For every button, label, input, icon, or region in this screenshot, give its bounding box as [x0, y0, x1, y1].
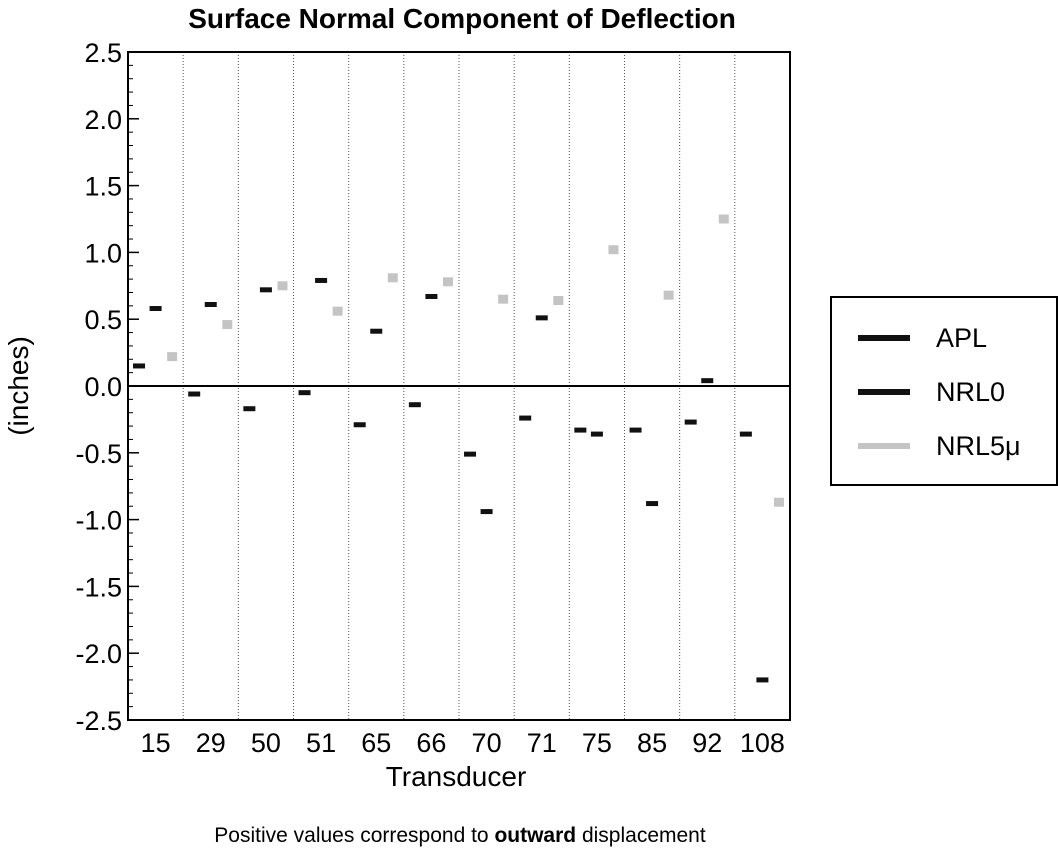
- y-tick-label: 0.0: [84, 372, 122, 402]
- marker-nrl5mu: [277, 281, 288, 291]
- x-tick-label: 70: [472, 728, 502, 758]
- marker-nrl5mu: [663, 290, 674, 300]
- y-tick-label: -1.0: [75, 506, 122, 536]
- marker-nrl5mu: [718, 214, 729, 224]
- x-tick-label: 51: [306, 728, 336, 758]
- x-tick-label: 66: [416, 728, 446, 758]
- marker-nrl0: [590, 431, 603, 437]
- marker-apl: [353, 422, 366, 428]
- x-tick-label: 65: [361, 728, 391, 758]
- footnote-text-bold: outward: [494, 824, 577, 847]
- marker-nrl0: [259, 287, 272, 293]
- marker-apl: [519, 415, 532, 421]
- legend-swatch-nrl0: [858, 389, 910, 395]
- y-axis-label: (inches): [3, 336, 34, 436]
- marker-nrl0: [149, 306, 162, 312]
- x-tick-label: 92: [692, 728, 722, 758]
- marker-apl: [464, 451, 477, 457]
- y-tick-label: -2.5: [75, 706, 122, 736]
- marker-apl: [298, 390, 311, 396]
- legend-label-apl: APL: [936, 322, 988, 353]
- marker-nrl5mu: [608, 245, 619, 255]
- x-tick-label: 75: [582, 728, 612, 758]
- marker-nrl5mu: [442, 277, 453, 287]
- footnote-text-before: Positive values correspond to: [214, 824, 495, 847]
- marker-nrl0: [204, 302, 217, 308]
- x-tick-label: 50: [251, 728, 281, 758]
- y-tick-label: 1.0: [84, 238, 122, 268]
- marker-apl: [684, 419, 697, 425]
- x-tick-label: 15: [141, 728, 171, 758]
- marker-nrl0: [701, 378, 714, 384]
- legend-item-nrl5mu: NRL5μ: [858, 426, 1021, 466]
- legend: APL NRL0 NRL5μ: [830, 296, 1058, 486]
- marker-nrl5mu: [332, 306, 343, 316]
- marker-apl: [188, 391, 201, 397]
- marker-nrl0: [535, 315, 548, 321]
- marker-nrl5mu: [553, 295, 564, 305]
- y-tick-label: 2.0: [84, 105, 122, 135]
- x-tick-label: 29: [196, 728, 226, 758]
- marker-nrl0: [480, 509, 493, 515]
- marker-apl: [629, 427, 642, 433]
- marker-nrl0: [646, 501, 659, 507]
- legend-swatch-apl: [858, 335, 910, 341]
- marker-nrl0: [756, 677, 769, 683]
- y-tick-label: -1.5: [75, 572, 122, 602]
- legend-item-apl: APL: [858, 318, 987, 358]
- footnote-text-after: displacement: [576, 824, 706, 847]
- marker-apl: [243, 406, 256, 412]
- legend-item-nrl0: NRL0: [858, 372, 1005, 412]
- marker-nrl5mu: [773, 497, 784, 507]
- x-axis-label: Transducer: [386, 761, 527, 792]
- x-tick-label: 108: [740, 728, 785, 758]
- marker-nrl0: [425, 293, 438, 299]
- marker-apl: [133, 363, 146, 369]
- chart-title: Surface Normal Component of Deflection: [188, 3, 736, 34]
- legend-swatch-nrl5mu: [858, 443, 910, 449]
- marker-nrl0: [315, 277, 328, 283]
- y-tick-label: 2.5: [84, 38, 122, 68]
- marker-apl: [408, 402, 421, 408]
- marker-nrl5mu: [222, 320, 233, 330]
- y-tick-label: -2.0: [75, 639, 122, 669]
- legend-label-nrl5mu: NRL5μ: [936, 430, 1021, 461]
- y-tick-label: -0.5: [75, 439, 122, 469]
- marker-apl: [739, 431, 752, 437]
- footnote: Positive values correspond to outward di…: [0, 824, 920, 848]
- y-tick-label: 0.5: [84, 305, 122, 335]
- marker-nrl5mu: [167, 352, 178, 362]
- marker-nrl5mu: [498, 294, 509, 304]
- y-tick-label: 1.5: [84, 172, 122, 202]
- legend-label-nrl0: NRL0: [936, 376, 1006, 407]
- x-tick-label: 85: [637, 728, 667, 758]
- marker-nrl5mu: [387, 273, 398, 283]
- x-tick-label: 71: [527, 728, 557, 758]
- plot-area: 2.5 2.0 1.5 1.0 0.5 0.0 -0.5 -1.0 -1.5 -2.0 -2.5 15…: [75, 38, 791, 758]
- marker-nrl0: [370, 328, 383, 334]
- marker-apl: [574, 427, 587, 433]
